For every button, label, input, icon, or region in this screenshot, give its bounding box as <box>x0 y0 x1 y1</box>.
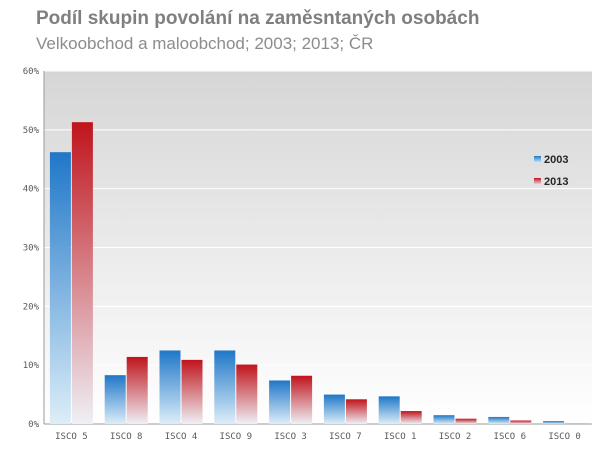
x-tick-label: ISCO 2 <box>439 432 472 442</box>
bar-2013-isco-1 <box>400 411 422 424</box>
bar-2013-isco-7 <box>345 399 367 424</box>
x-tick-label: ISCO 5 <box>55 432 88 442</box>
x-tick-label: ISCO 7 <box>329 432 362 442</box>
bar-2003-isco-9 <box>214 350 236 424</box>
tick-labels: 0% 10% 20% 30% 40% 50% 60% ISCO 5 ISCO 8 ISCO 4 IS… <box>23 67 581 442</box>
legend-label-2003: 2003 <box>544 154 568 166</box>
x-tick-label: ISCO 3 <box>274 432 307 442</box>
bar-2003-isco-1 <box>378 396 400 424</box>
chart-title: Podíl skupin povolání na zaměsntaných os… <box>36 8 480 29</box>
legend-swatch-2003 <box>534 156 541 163</box>
legend-swatch-2013 <box>534 178 541 185</box>
x-tick-label: ISCO 0 <box>548 432 581 442</box>
bar-2013-isco-4 <box>181 359 203 424</box>
bar-2013-isco-0 <box>565 423 587 424</box>
x-tick-label: ISCO 8 <box>110 432 143 442</box>
x-tick-label: ISCO 4 <box>165 432 198 442</box>
bar-2003-isco-4 <box>159 350 181 424</box>
legend: 2003 2013 <box>534 154 568 188</box>
bar-2013-isco-2 <box>455 418 477 424</box>
y-tick-label: 30% <box>23 244 40 254</box>
y-tick-label: 20% <box>23 302 40 312</box>
y-tick-label: 10% <box>23 361 40 371</box>
x-tick-label: ISCO 9 <box>220 432 253 442</box>
bar-2013-isco-6 <box>510 420 532 424</box>
x-tick-label: ISCO 6 <box>494 432 527 442</box>
bar-2003-isco-3 <box>269 380 291 424</box>
bar-2003-isco-8 <box>104 375 126 424</box>
x-tick-label: ISCO 1 <box>384 432 417 442</box>
bar-2013-isco-5 <box>71 122 93 424</box>
bar-2003-isco-5 <box>49 152 71 424</box>
bar-2013-isco-9 <box>236 364 258 424</box>
chart-subtitle: Velkoobchod a maloobchod; 2003; 2013; ČR <box>36 34 374 53</box>
y-tick-label: 0% <box>28 420 39 430</box>
y-tick-label: 50% <box>23 126 40 136</box>
legend-label-2013: 2013 <box>544 176 568 188</box>
y-tick-label: 40% <box>23 185 40 195</box>
bar-2013-isco-8 <box>126 356 148 424</box>
bar-2003-isco-2 <box>433 415 455 424</box>
y-tick-label: 60% <box>23 67 40 77</box>
bar-2003-isco-7 <box>323 394 345 424</box>
bars <box>49 122 587 424</box>
bar-2003-isco-6 <box>488 416 510 424</box>
bar-2013-isco-3 <box>291 375 313 424</box>
bar-2003-isco-0 <box>543 421 565 424</box>
